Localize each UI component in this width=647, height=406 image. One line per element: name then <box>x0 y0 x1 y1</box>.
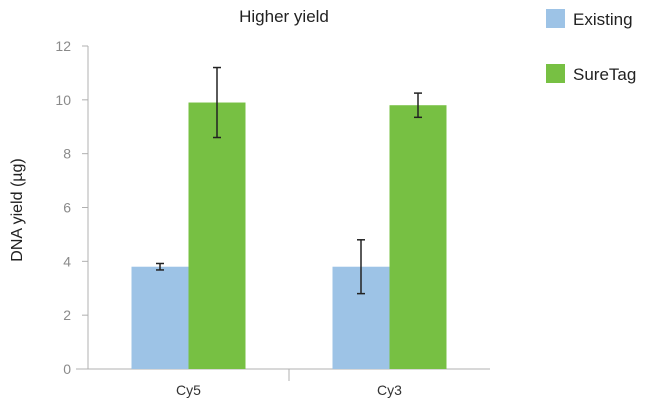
bar-suretag-cy5 <box>188 102 246 370</box>
legend-swatch-existing <box>546 9 565 28</box>
bar-suretag-cy3 <box>389 105 447 369</box>
bar-existing-cy5 <box>131 266 189 369</box>
y-tick-label: 4 <box>63 253 71 269</box>
y-axis-label: DNA yield (µg) <box>9 158 26 261</box>
legend-label-suretag: SureTag <box>573 65 636 84</box>
x-category-label: Cy5 <box>176 382 201 398</box>
axes: 0 2 4 6 8 10 12 Cy5 Cy3 <box>55 38 490 398</box>
legend: Existing SureTag <box>546 9 636 84</box>
y-tick-label: 6 <box>63 200 71 216</box>
y-tick-label: 2 <box>63 307 71 323</box>
x-category-label: Cy3 <box>377 382 402 398</box>
y-tick-label: 12 <box>55 38 71 54</box>
chart-title: Higher yield <box>239 7 329 26</box>
y-tick-label: 0 <box>63 361 71 377</box>
bars <box>131 66 447 370</box>
y-tick-label: 8 <box>63 146 71 162</box>
legend-swatch-suretag <box>546 64 565 83</box>
legend-label-existing: Existing <box>573 10 633 29</box>
y-tick-label: 10 <box>55 92 71 108</box>
